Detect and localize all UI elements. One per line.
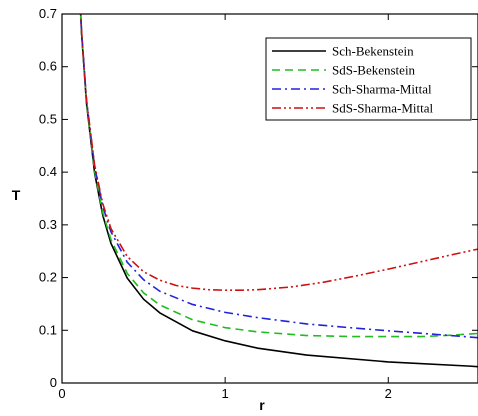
- legend-label: Sch-Bekenstein: [332, 44, 414, 59]
- y-axis-label: T: [12, 187, 21, 203]
- x-tick-label: 2: [385, 386, 392, 401]
- plot-frame: [61, 13, 478, 384]
- legend: Sch-Bekenstein SdS-Bekenstein Sch-Sharma-M…: [265, 37, 472, 121]
- y-tick-label: 0.2: [39, 270, 57, 285]
- legend-label: Sch-Sharma-Mittal: [332, 82, 432, 97]
- tick-layer: 0 1 2 0 0.1 0.2 0.3 0.4 0.5 0.6 0.7: [39, 6, 478, 401]
- y-tick-label: 0.6: [39, 59, 57, 74]
- y-tick-label: 0.3: [39, 217, 57, 232]
- series-line: [79, 14, 478, 292]
- series-layer: [79, 14, 478, 368]
- x-axis-label: r: [259, 397, 265, 413]
- y-tick-label: 0.7: [39, 6, 57, 21]
- y-tick-label: 0.5: [39, 111, 57, 126]
- legend-label: SdS-Bekenstein: [332, 63, 416, 78]
- y-tick-label: 0.1: [39, 322, 57, 337]
- y-tick-label: 0: [50, 375, 57, 390]
- y-tick-label: 0.4: [39, 164, 57, 179]
- series-line: [79, 14, 478, 339]
- x-tick-label: 0: [58, 386, 65, 401]
- legend-label: SdS-Sharma-Mittal: [332, 101, 433, 116]
- x-tick-label: 1: [222, 386, 229, 401]
